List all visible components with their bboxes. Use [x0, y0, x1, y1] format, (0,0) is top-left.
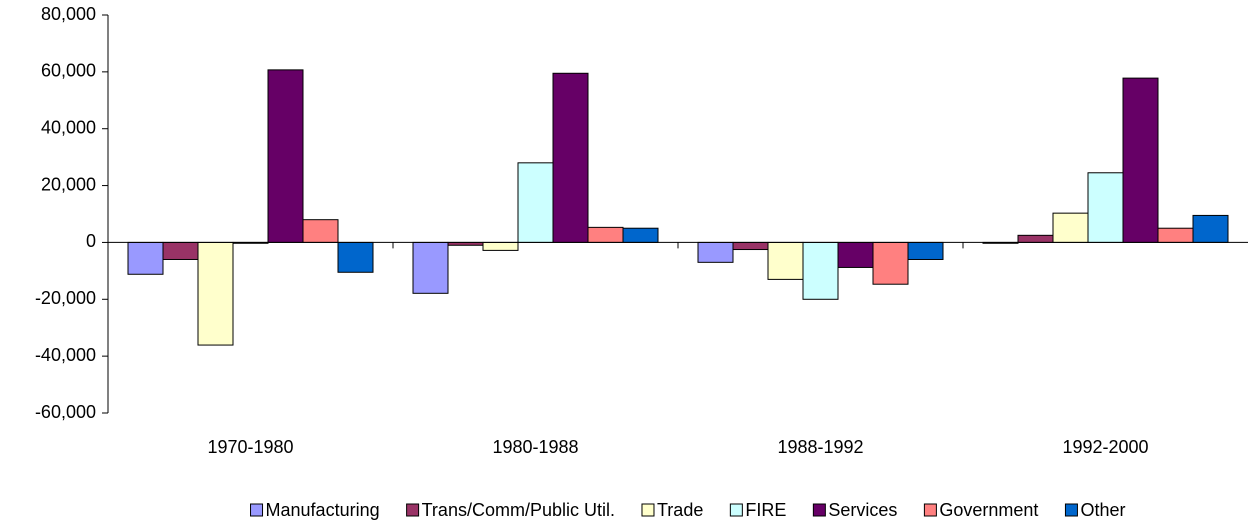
bar [267, 69, 304, 243]
bar [767, 241, 804, 280]
x-tick-label: 1980-1988 [492, 437, 578, 457]
bar [587, 226, 624, 243]
legend-swatch [641, 503, 655, 517]
bar [697, 241, 734, 263]
legend-label: Manufacturing [266, 500, 380, 520]
y-tick-label: 80,000 [41, 4, 96, 24]
bar [1087, 172, 1124, 243]
legend-item: Other [1064, 500, 1125, 520]
bar [1192, 214, 1229, 243]
x-tick-label: 1970-1980 [207, 437, 293, 457]
y-tick-label: 20,000 [41, 174, 96, 194]
legend-swatch [729, 503, 743, 517]
bar [517, 162, 554, 243]
x-tick-label: 1992-2000 [1062, 437, 1148, 457]
bar [837, 241, 874, 268]
bar [872, 241, 909, 285]
legend-item: Government [923, 500, 1038, 520]
bar [622, 227, 659, 243]
legend-label: Government [939, 500, 1038, 520]
bar [1052, 212, 1089, 243]
bar [302, 219, 339, 243]
bar [197, 241, 234, 346]
bar [1017, 234, 1054, 243]
legend-label: FIRE [745, 500, 786, 520]
legend-item: Manufacturing [250, 500, 380, 520]
legend-item: Services [812, 500, 897, 520]
legend-swatch [923, 503, 937, 517]
bar [162, 241, 199, 260]
y-tick-label: -60,000 [35, 402, 96, 422]
bar [1122, 77, 1159, 243]
y-tick-label: -20,000 [35, 288, 96, 308]
legend-item: Trade [641, 500, 703, 520]
x-tick-label: 1988-1992 [777, 437, 863, 457]
legend-item: Trans/Comm/Public Util. [406, 500, 615, 520]
bar [732, 241, 769, 251]
legend-label: Trans/Comm/Public Util. [422, 500, 615, 520]
legend-label: Trade [657, 500, 703, 520]
legend-label: Other [1080, 500, 1125, 520]
bar [337, 241, 374, 273]
legend-swatch [812, 503, 826, 517]
bar [482, 241, 519, 251]
bar [907, 241, 944, 260]
y-tick-label: 60,000 [41, 61, 96, 81]
legend-swatch [406, 503, 420, 517]
legend-item: FIRE [729, 500, 786, 520]
y-tick-label: 0 [86, 231, 96, 251]
bar [802, 241, 839, 300]
y-tick-label: -40,000 [35, 345, 96, 365]
bar [1157, 227, 1194, 243]
bar [552, 72, 589, 243]
bar [412, 241, 449, 294]
bar [127, 241, 164, 275]
legend-swatch [250, 503, 264, 517]
legend-label: Services [828, 500, 897, 520]
y-tick-label: 40,000 [41, 117, 96, 137]
legend-swatch [1064, 503, 1078, 517]
